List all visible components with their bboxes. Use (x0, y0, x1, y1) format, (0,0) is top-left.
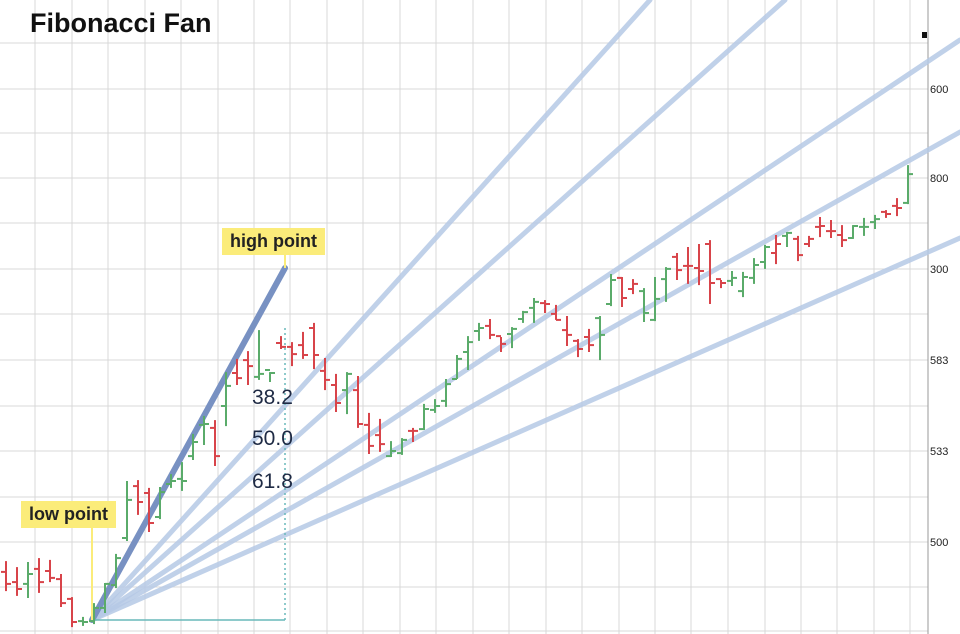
y-tick-label: 500 (930, 537, 948, 549)
y-axis: 600 800 300 583 533 500 (930, 84, 948, 549)
fib-level-38-2: 38.2 (252, 386, 293, 409)
fan-line (89, 0, 653, 623)
fan-line (89, 37, 960, 623)
y-tick-label: 533 (930, 446, 948, 458)
high-point-label: high point (222, 228, 325, 255)
fan-line (89, 129, 960, 623)
fan-lines (89, 0, 960, 623)
y-tick-label: 583 (930, 355, 948, 367)
y-tick-label: 800 (930, 173, 948, 185)
chart-title: Fibonacci Fan (30, 8, 212, 38)
price-bars (1, 32, 927, 628)
y-tick-label: 600 (930, 84, 948, 96)
last-price-marker (922, 32, 927, 38)
fib-level-50-0: 50.0 (252, 427, 293, 450)
low-point-label: low point (21, 501, 116, 528)
trend-line (89, 265, 288, 623)
fib-level-61-8: 61.8 (252, 470, 293, 493)
y-tick-label: 300 (930, 264, 948, 276)
fan-line (89, 235, 960, 623)
fan-line (89, 0, 788, 623)
chart-grid (0, 0, 929, 634)
